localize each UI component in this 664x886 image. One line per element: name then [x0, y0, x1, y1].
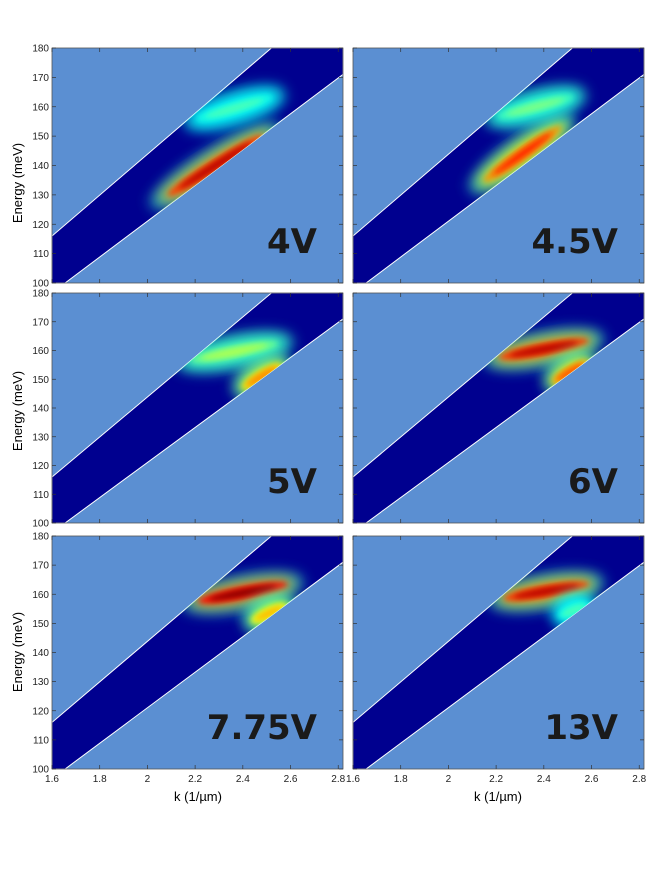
heat-blob — [513, 584, 579, 598]
x-tick-label: 2.4 — [537, 774, 551, 785]
y-tick-label: 170 — [32, 561, 49, 572]
heat-blob — [201, 344, 268, 360]
voltage-label: 7.75V — [207, 708, 318, 748]
heat-feature — [483, 328, 605, 370]
y-tick-label: 170 — [32, 317, 49, 328]
heat-blob — [506, 98, 565, 116]
y-tick-label: 160 — [32, 346, 49, 357]
y-tick-label: 140 — [32, 648, 49, 659]
heat-feature — [469, 114, 576, 194]
panel: 100 110 120 130 140 150 160 170 180 1.6 1.8 2 2.2 2.4… — [32, 532, 345, 786]
heat-group — [488, 571, 604, 629]
y-tick-label: 140 — [32, 161, 49, 172]
x-tick-label: 2.4 — [236, 774, 250, 785]
heat-feature — [233, 354, 291, 399]
x-tick-label: 2.2 — [489, 774, 503, 785]
y-axis-label: Energy (meV) — [10, 143, 25, 223]
heat-blob — [205, 98, 264, 118]
y-tick-label: 170 — [32, 73, 49, 84]
y-tick-label: 160 — [32, 590, 49, 601]
panel: 100 110 120 130 140 150 160 170 180 5V — [32, 289, 344, 530]
voltage-label: 6V — [568, 462, 619, 502]
heat-feature — [150, 122, 281, 209]
y-tick-label: 180 — [32, 532, 49, 543]
heat-blob — [255, 605, 284, 621]
y-tick-label: 120 — [32, 220, 49, 231]
y-tick-label: 130 — [32, 677, 49, 688]
y-tick-label: 150 — [32, 619, 49, 630]
heat-feature — [484, 85, 587, 129]
heat-blob — [509, 341, 578, 357]
y-tick-label: 150 — [32, 375, 49, 386]
heat-blob — [561, 604, 586, 617]
x-tick-label: 2.6 — [284, 774, 298, 785]
y-tick-label: 120 — [32, 706, 49, 717]
heat-blob — [178, 142, 252, 189]
y-axis-label: Energy (meV) — [10, 612, 25, 692]
y-tick-label: 110 — [33, 490, 49, 501]
heat-blob — [246, 366, 278, 387]
panel: 100 110 120 130 140 150 160 170 180 4V — [32, 44, 344, 290]
y-tick-label: 180 — [32, 44, 49, 55]
axis-labels-group: Energy (meV) Energy (meV) Energy (meV) k… — [10, 143, 522, 804]
y-tick-label: 110 — [33, 249, 49, 260]
x-axis-label: k (1/µm) — [174, 789, 222, 804]
panel: 4.5V — [352, 47, 645, 284]
panel: 1.6 1.8 2 2.2 2.4 2.6 2.8 13V — [346, 535, 647, 785]
panel: 6V — [352, 292, 645, 524]
x-tick-label: 1.6 — [346, 774, 360, 785]
heat-blob — [556, 363, 585, 382]
heat-blob — [492, 132, 552, 176]
y-tick-label: 130 — [32, 190, 49, 201]
voltage-label: 5V — [267, 462, 318, 502]
heat-feature — [182, 572, 304, 614]
y-tick-label: 110 — [33, 735, 49, 746]
voltage-label: 4V — [267, 222, 318, 262]
x-tick-label: 1.6 — [45, 774, 59, 785]
x-tick-label: 2.6 — [585, 774, 599, 785]
heat-group — [469, 85, 587, 194]
y-tick-label: 140 — [32, 404, 49, 415]
x-tick-label: 1.8 — [93, 774, 107, 785]
x-tick-label: 2.8 — [632, 774, 646, 785]
heat-group — [182, 572, 304, 633]
x-axis-label: k (1/µm) — [474, 789, 522, 804]
x-tick-label: 2 — [145, 774, 151, 785]
y-tick-label: 100 — [32, 279, 49, 290]
y-tick-label: 130 — [32, 432, 49, 443]
heat-group — [175, 331, 294, 399]
voltage-label: 13V — [544, 708, 618, 748]
voltage-label: 4.5V — [531, 222, 618, 262]
y-tick-label: 180 — [32, 289, 49, 300]
y-tick-label: 160 — [32, 102, 49, 113]
y-tick-label: 120 — [32, 461, 49, 472]
heat-feature — [183, 85, 286, 131]
heat-group — [150, 85, 286, 209]
y-tick-label: 150 — [32, 132, 49, 143]
heat-group — [483, 328, 605, 393]
y-axis-label: Energy (meV) — [10, 371, 25, 451]
x-tick-label: 1.8 — [394, 774, 408, 785]
y-tick-label: 100 — [32, 519, 49, 530]
x-tick-label: 2 — [446, 774, 452, 785]
heat-feature — [175, 331, 294, 373]
x-tick-label: 2.2 — [188, 774, 202, 785]
y-tick-label: 100 — [32, 765, 49, 776]
heat-blob — [208, 585, 277, 601]
x-tick-label: 2.8 — [331, 774, 345, 785]
